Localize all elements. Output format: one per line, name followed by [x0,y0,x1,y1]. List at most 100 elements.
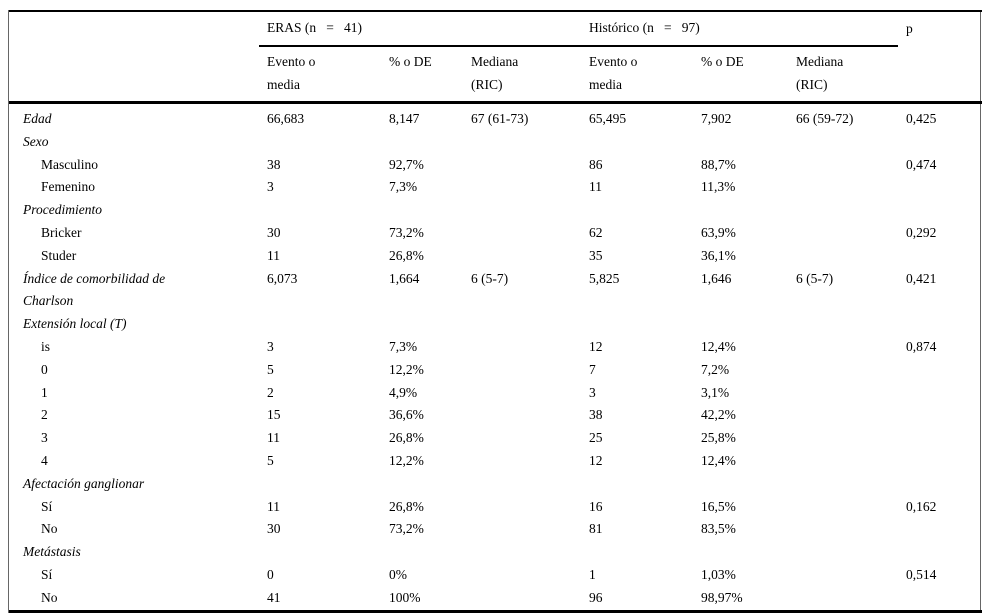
column-header-p: p [906,21,913,37]
cell-hist-mediana [788,518,898,541]
cell-hist-pct [693,313,788,336]
cell-p-value [898,131,982,154]
cell-hist-pct [693,131,788,154]
row-label: Femenino [41,179,95,195]
table-row: Metástasis [9,541,982,564]
cell-p-value [898,541,982,564]
table-row: 0 5 12,2% 7 7,2% [9,359,982,382]
cell-hist-pct: 16,5% [701,498,736,514]
cell-eras-evento: 38 [267,156,281,172]
cell-eras-evento: 2 [267,384,274,400]
cell-eras-pct: 1,664 [389,270,420,286]
cell-eras-pct: 0% [389,566,407,582]
cell-eras-mediana [463,176,581,199]
cell-p-value [898,473,982,496]
cell-hist-pct: 3,1% [701,384,730,400]
column-header-eras-evento: Evento o media [259,46,381,104]
cell-p-value [898,587,982,611]
cell-eras-mediana: 6 (5-7) [471,270,509,286]
cell-hist-evento [581,199,693,222]
cell-eras-evento: 30 [267,224,281,240]
table-row: No 41 100% 96 98,97% [9,587,982,611]
cell-eras-mediana [463,473,581,496]
group-header-historico: Histórico (n = 97) [581,11,899,47]
cell-eras-pct: 26,8% [389,247,424,263]
row-label: Sexo [23,133,49,149]
table-row: 3 11 26,8% 25 25,8% [9,427,982,450]
column-header-hist-mediana: Mediana (RIC) [788,46,899,104]
label-column-spacer [9,11,259,46]
cell-hist-mediana [788,587,898,611]
cell-eras-mediana [463,245,581,268]
cell-eras-pct: 12,2% [389,361,424,377]
cell-hist-pct: 63,9% [701,224,736,240]
cell-p-value: 0,162 [906,498,937,514]
cell-hist-pct: 98,97% [701,589,743,605]
cell-eras-mediana [463,427,581,450]
row-label: 1 [41,384,48,400]
cell-eras-mediana [463,382,581,405]
cell-hist-mediana: 6 (5-7) [796,270,834,286]
cell-eras-pct: 100% [389,589,421,605]
cell-hist-evento: 1 [589,566,596,582]
cell-hist-pct: 36,1% [701,247,736,263]
cell-eras-pct: 73,2% [389,521,424,537]
cell-eras-mediana [463,496,581,519]
cell-hist-pct: 7,902 [701,111,732,126]
cell-hist-evento: 65,495 [589,111,627,126]
group-header-row: ERAS (n = 41) Histórico (n = 97) p [9,11,982,47]
table-row: No 30 73,2% 81 83,5% [9,518,982,541]
cell-hist-mediana [788,404,898,427]
cell-p-value: 0,292 [906,224,937,240]
cell-hist-mediana [788,199,898,222]
table-row: Índice de comorbilidad de Charlson 6,073 1… [9,268,982,314]
table-row: Sí 0 0% 1 1,03% 0,514 [9,564,982,587]
cell-hist-pct: 7,2% [701,361,730,377]
comparison-table: ERAS (n = 41) Histórico (n = 97) p Event… [9,10,983,613]
cell-hist-pct: 42,2% [701,407,736,423]
row-label: Studer [41,247,77,263]
cell-hist-mediana [788,176,898,199]
table-row: 1 2 4,9% 3 3,1% [9,382,982,405]
row-label: is [41,338,51,354]
cell-eras-evento [259,131,381,154]
row-label: Edad [23,111,52,126]
cell-hist-evento: 12 [589,338,603,354]
cell-p-value: 0,425 [906,111,937,126]
cell-hist-evento: 5,825 [589,270,620,286]
p-column-spacer [898,46,983,104]
table-row: Extensión local (T) [9,313,982,336]
cell-hist-mediana [788,313,898,336]
cell-eras-mediana [463,404,581,427]
cell-eras-evento: 11 [267,247,280,263]
column-header-eras-mediana: Mediana (RIC) [463,46,582,104]
row-label: Bricker [41,224,82,240]
cell-eras-mediana [463,587,581,611]
cell-hist-evento [581,131,693,154]
cell-hist-pct: 12,4% [701,452,736,468]
row-label: 0 [41,361,48,377]
cell-p-value [898,176,982,199]
table-row: Edad 66,683 8,147 67 (61-73) 65,495 7,902 66 (… [9,103,982,131]
table-header: ERAS (n = 41) Histórico (n = 97) p Event… [9,11,983,104]
cell-eras-mediana [463,518,581,541]
cell-eras-pct [381,131,463,154]
table-row: Masculino 38 92,7% 86 88,7% 0,474 [9,154,982,177]
row-label: No [41,521,58,537]
cell-hist-evento: 86 [589,156,603,172]
cell-eras-evento: 30 [267,521,281,537]
cell-hist-mediana [788,222,898,245]
cell-hist-evento: 12 [589,452,603,468]
cell-hist-evento: 35 [589,247,603,263]
cell-eras-mediana [463,222,581,245]
cell-eras-pct: 73,2% [389,224,424,240]
cell-hist-pct: 25,8% [701,430,736,446]
table-row: Sexo [9,131,982,154]
cell-eras-pct: 8,147 [389,111,420,126]
group-header-eras: ERAS (n = 41) [259,11,582,47]
cell-eras-mediana [463,154,581,177]
row-label: Índice de comorbilidad de Charlson [23,270,166,309]
cell-p-value [898,450,982,473]
cell-p-value: 0,514 [906,566,937,582]
cell-eras-evento [259,313,381,336]
